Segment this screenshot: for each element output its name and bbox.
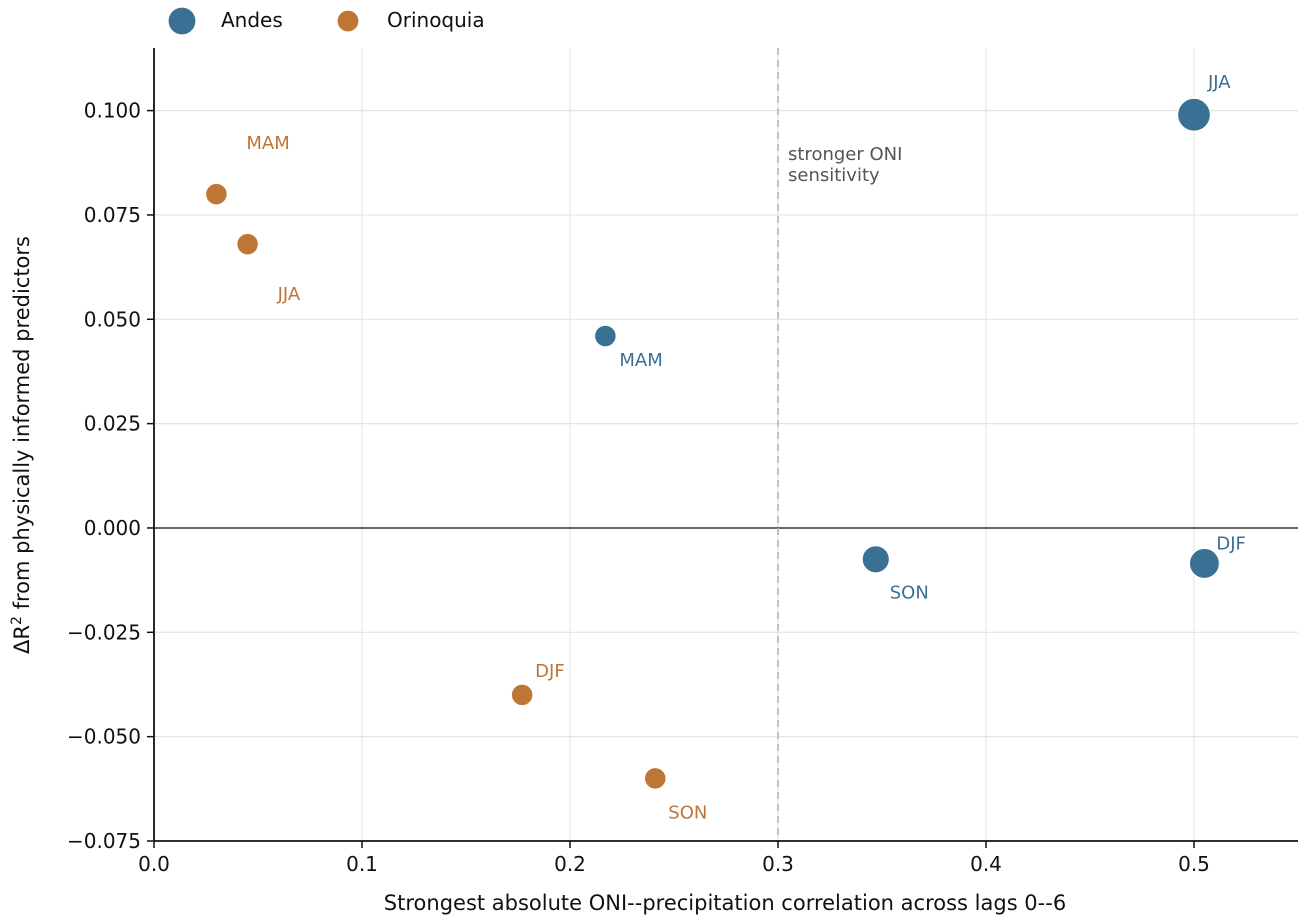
data-point-andes-son bbox=[861, 544, 891, 574]
legend: Andes Orinoquia bbox=[167, 6, 485, 36]
grid-lines bbox=[154, 48, 1298, 842]
point-labels: JJA MAM SON DJF MAM JJA DJF SON bbox=[246, 72, 1246, 824]
axes: 0.0 0.1 0.2 0.3 0.4 0.5 −0.075 −0.050 −0.025 0.00… bbox=[67, 48, 1298, 876]
y-axis-label-prefix: ΔR bbox=[10, 625, 34, 654]
threshold-annotation: stronger ONI bbox=[788, 144, 902, 165]
x-tick-label: 0.3 bbox=[762, 852, 794, 876]
point-label-orinoquia-mam: MAM bbox=[246, 133, 289, 154]
y-tick-label: 0.000 bbox=[84, 516, 141, 540]
y-tick-label: −0.075 bbox=[67, 829, 141, 853]
data-point-andes-djf bbox=[1188, 547, 1221, 580]
data-points bbox=[204, 97, 1221, 791]
point-label-andes-son: SON bbox=[890, 582, 929, 603]
y-tick-label: 0.100 bbox=[84, 99, 141, 123]
y-tick-label: −0.025 bbox=[67, 620, 141, 644]
point-label-andes-djf: DJF bbox=[1216, 533, 1246, 554]
y-tick-label: 0.075 bbox=[84, 203, 141, 227]
y-tick-label: 0.050 bbox=[84, 307, 141, 331]
legend-label-andes: Andes bbox=[221, 8, 283, 32]
threshold-annotation: sensitivity bbox=[788, 165, 880, 186]
x-tick-label: 0.4 bbox=[970, 852, 1002, 876]
data-point-orinoquia-mam bbox=[204, 182, 229, 206]
point-label-orinoquia-djf: DJF bbox=[535, 661, 565, 682]
x-tick-label: 0.5 bbox=[1178, 852, 1210, 876]
legend-label-orinoquia: Orinoquia bbox=[387, 8, 485, 32]
point-label-andes-jja: JJA bbox=[1207, 72, 1231, 93]
legend-marker-andes bbox=[167, 6, 197, 36]
x-tick-label: 0.0 bbox=[138, 852, 170, 876]
data-point-orinoquia-son bbox=[643, 766, 668, 791]
legend-marker-orinoquia bbox=[336, 9, 360, 33]
y-axis-label: ΔR2 from physically informed predictors bbox=[9, 236, 34, 654]
y-tick-label: 0.025 bbox=[84, 412, 141, 436]
point-label-orinoquia-son: SON bbox=[668, 802, 707, 823]
x-axis-label: Strongest absolute ONI--precipitation co… bbox=[384, 891, 1066, 915]
data-point-orinoquia-djf bbox=[510, 683, 534, 707]
x-tick-label: 0.2 bbox=[554, 852, 586, 876]
y-tick-label: −0.050 bbox=[67, 725, 141, 749]
data-point-andes-mam bbox=[593, 324, 618, 348]
data-point-andes-jja bbox=[1176, 97, 1212, 133]
point-label-andes-mam: MAM bbox=[619, 350, 662, 371]
y-axis-label-superscript: 2 bbox=[9, 616, 25, 625]
data-point-orinoquia-jja bbox=[235, 232, 260, 256]
x-tick-label: 0.1 bbox=[346, 852, 378, 876]
point-label-orinoquia-jja: JJA bbox=[277, 284, 301, 305]
y-axis-label-suffix: from physically informed predictors bbox=[10, 236, 34, 616]
